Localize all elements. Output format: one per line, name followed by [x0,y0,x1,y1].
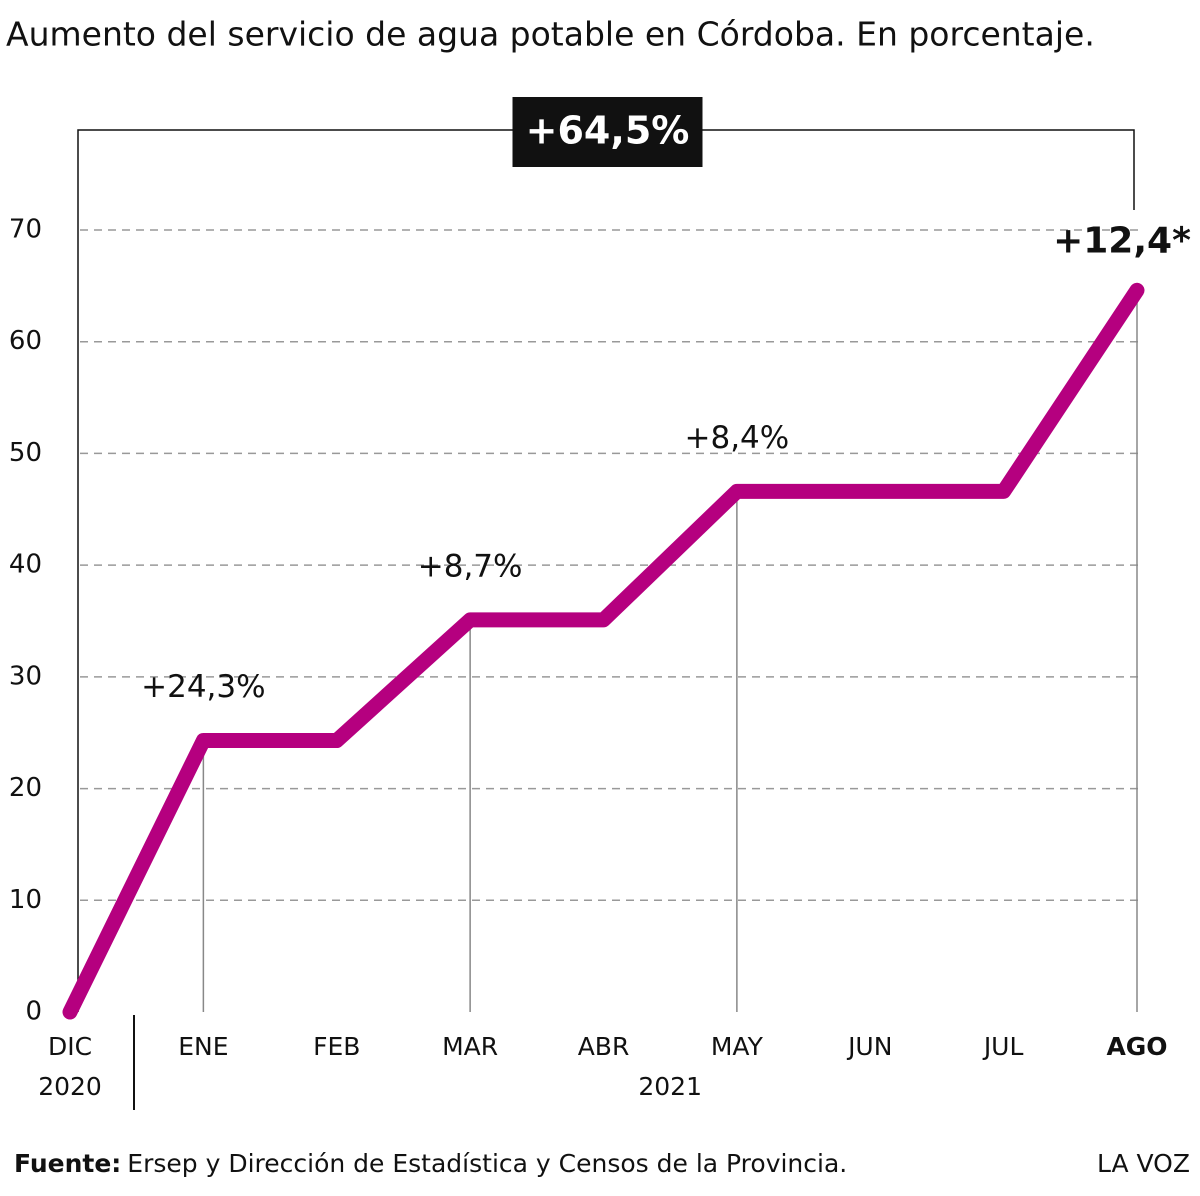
total-box [512,97,703,167]
source-label: Fuente: [14,1149,121,1178]
y-tick-label: 60 [9,326,42,356]
source: Ersep y Dirección de Estadística y Censo… [127,1149,847,1178]
x-tick-label: FEB [313,1032,360,1061]
total-label: +64,5% [526,109,690,153]
y-tick-label: 70 [9,215,42,245]
y-tick-label: 40 [9,550,42,580]
x-tick-label: JUN [846,1032,892,1061]
y-tick-label: 20 [9,773,42,803]
year-label: 2021 [638,1072,702,1101]
annotation: +8,4% [685,420,790,456]
annotation: +12,4* [1053,220,1191,261]
annotation: +8,7% [418,548,523,584]
credit: LA VOZ [1097,1149,1190,1178]
x-tick-label: JUL [982,1032,1024,1061]
data-line [62,282,1145,1020]
annotation: +24,3% [141,669,265,705]
x-tick-label: DIC [48,1032,92,1061]
y-tick-label: 30 [9,661,42,691]
x-tick-label: MAR [442,1032,498,1061]
y-tick-label: 10 [9,885,42,915]
x-tick-label: AGO [1106,1032,1167,1061]
year-label: 2020 [38,1072,102,1101]
y-tick-label: 50 [9,438,42,468]
footer: Fuente: Ersep y Dirección de Estadística … [14,1149,847,1178]
x-tick-label: MAY [711,1032,764,1061]
x-tick-label: ENE [178,1032,228,1061]
x-tick-label: ABR [578,1032,630,1061]
chart-title: Aumento del servicio de agua potable en … [6,15,1095,54]
y-tick-label: 0 [25,997,42,1027]
